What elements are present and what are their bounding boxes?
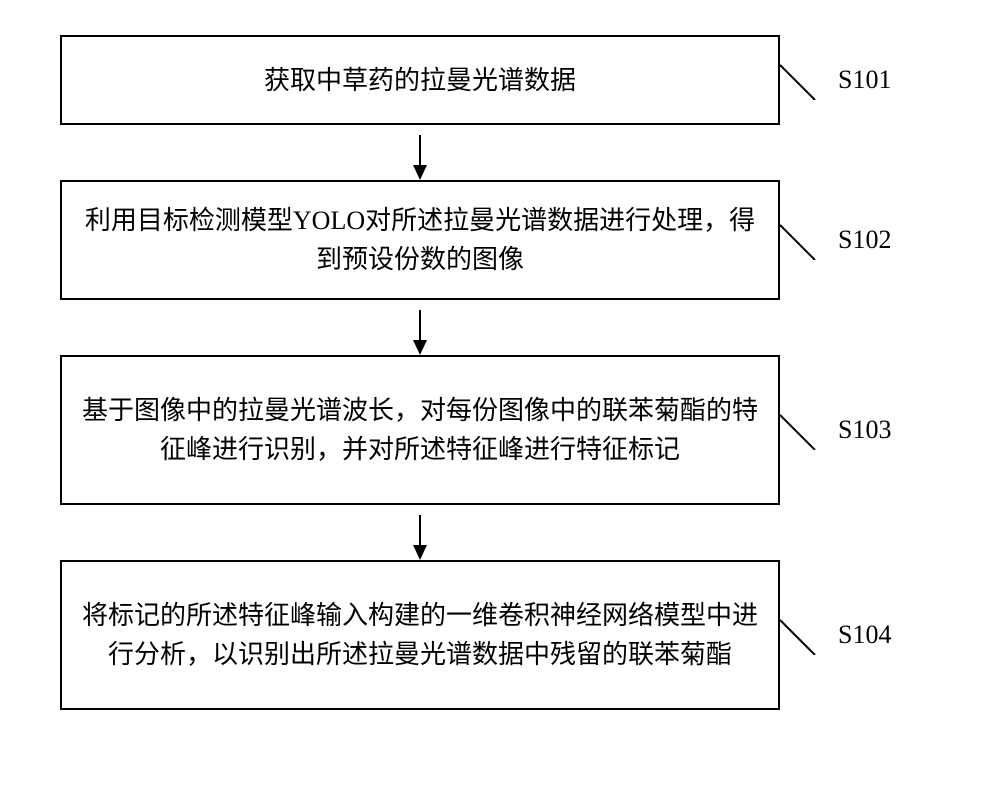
step-text-1: 获取中草药的拉曼光谱数据 [264,61,576,100]
step-label-2: S102 [838,225,891,255]
step-label-1: S101 [838,65,891,95]
step-label-4: S104 [838,620,891,650]
flowchart: 获取中草药的拉曼光谱数据 S101 利用目标检测模型YOLO对所述拉曼光谱数据进… [60,35,930,710]
angle-line-icon [780,220,830,260]
arrow-3 [60,505,780,560]
arrow-1 [60,125,780,180]
label-connector-4: S104 [780,615,891,655]
flow-row-2: 利用目标检测模型YOLO对所述拉曼光谱数据进行处理，得到预设份数的图像 S102 [60,180,930,300]
step-box-4: 将标记的所述特征峰输入构建的一维卷积神经网络模型中进行分析，以识别出所述拉曼光谱… [60,560,780,710]
step-text-2: 利用目标检测模型YOLO对所述拉曼光谱数据进行处理，得到预设份数的图像 [82,201,758,279]
arrow-2 [60,300,780,355]
angle-line-icon [780,60,830,100]
label-connector-2: S102 [780,220,891,260]
flow-row-4: 将标记的所述特征峰输入构建的一维卷积神经网络模型中进行分析，以识别出所述拉曼光谱… [60,560,930,710]
flow-row-1: 获取中草药的拉曼光谱数据 S101 [60,35,930,125]
angle-line-icon [780,615,830,655]
label-connector-1: S101 [780,60,891,100]
step-label-3: S103 [838,415,891,445]
step-text-4: 将标记的所述特征峰输入构建的一维卷积神经网络模型中进行分析，以识别出所述拉曼光谱… [82,596,758,674]
angle-line-icon [780,410,830,450]
step-box-2: 利用目标检测模型YOLO对所述拉曼光谱数据进行处理，得到预设份数的图像 [60,180,780,300]
step-box-3: 基于图像中的拉曼光谱波长，对每份图像中的联苯菊酯的特征峰进行识别，并对所述特征峰… [60,355,780,505]
step-box-1: 获取中草药的拉曼光谱数据 [60,35,780,125]
label-connector-3: S103 [780,410,891,450]
step-text-3: 基于图像中的拉曼光谱波长，对每份图像中的联苯菊酯的特征峰进行识别，并对所述特征峰… [82,391,758,469]
flow-row-3: 基于图像中的拉曼光谱波长，对每份图像中的联苯菊酯的特征峰进行识别，并对所述特征峰… [60,355,930,505]
